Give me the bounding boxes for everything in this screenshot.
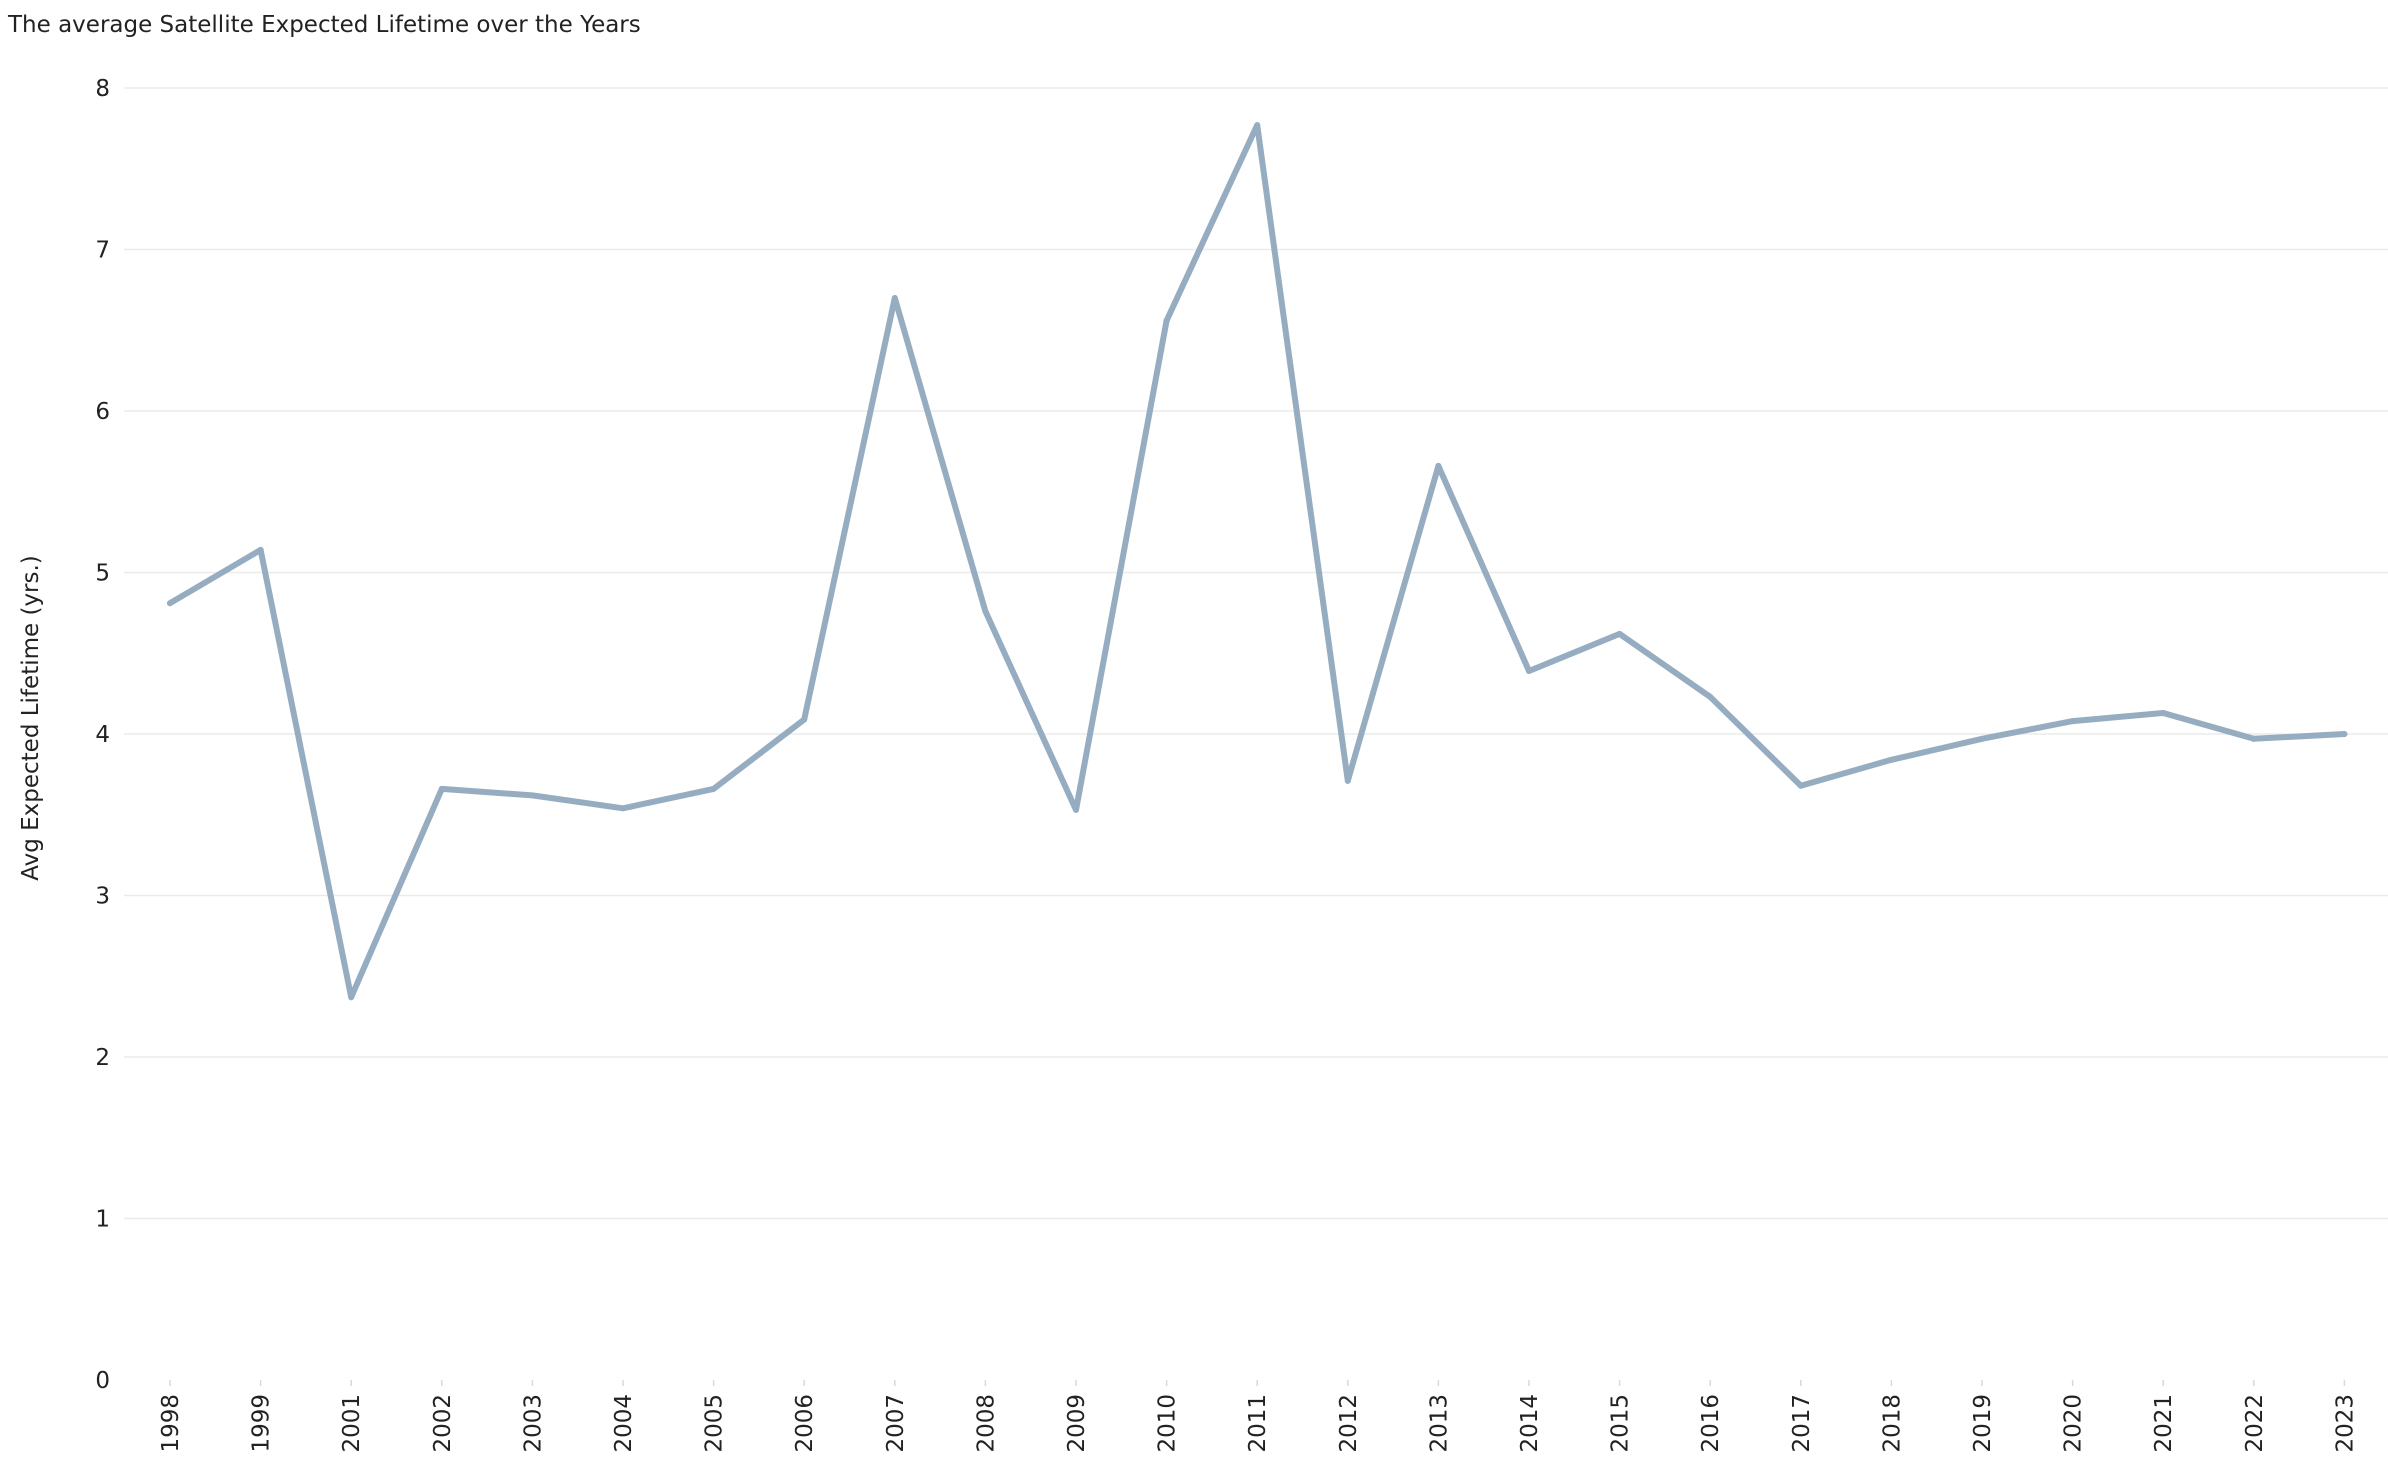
data-point-2015[interactable] bbox=[1616, 630, 1623, 637]
data-point-2003[interactable] bbox=[529, 792, 536, 799]
x-tick-label: 2002 bbox=[430, 1394, 456, 1453]
x-tick-label: 2011 bbox=[1245, 1394, 1271, 1453]
x-tick-label: 2005 bbox=[702, 1394, 728, 1453]
data-point-2022[interactable] bbox=[2250, 735, 2257, 742]
data-point-2014[interactable] bbox=[1526, 668, 1532, 675]
data-point-2018[interactable] bbox=[1888, 756, 1895, 763]
data-point-2007[interactable] bbox=[891, 294, 898, 301]
y-tick-label: 7 bbox=[95, 238, 110, 264]
x-tick-label: 2018 bbox=[1879, 1394, 1905, 1453]
data-point-2010[interactable] bbox=[1163, 317, 1170, 324]
data-point-2020[interactable] bbox=[2069, 718, 2076, 725]
data-point-1998[interactable] bbox=[167, 600, 173, 607]
data-point-1999[interactable] bbox=[257, 546, 264, 553]
y-tick-label: 2 bbox=[95, 1045, 110, 1071]
y-tick-label: 0 bbox=[95, 1368, 110, 1394]
data-point-2005[interactable] bbox=[710, 785, 717, 792]
x-tick-label: 2016 bbox=[1698, 1394, 1724, 1453]
x-tick-label: 2013 bbox=[1426, 1394, 1452, 1453]
data-point-2017[interactable] bbox=[1797, 782, 1804, 789]
x-tick-label: 2008 bbox=[973, 1394, 999, 1453]
x-tick-label: 2012 bbox=[1336, 1394, 1362, 1453]
y-tick-label: 3 bbox=[95, 884, 110, 910]
chart-title: The average Satellite Expected Lifetime … bbox=[8, 12, 641, 38]
x-tick-label: 2004 bbox=[611, 1394, 637, 1453]
y-axis-label: Avg Expected Lifetime (yrs.) bbox=[18, 555, 44, 881]
series-layer bbox=[167, 122, 2348, 1001]
x-tick-label: 2010 bbox=[1155, 1394, 1181, 1453]
x-tick-label: 2014 bbox=[1517, 1394, 1543, 1453]
x-tick-label: 2009 bbox=[1064, 1394, 1090, 1453]
x-tick-label: 2023 bbox=[2332, 1394, 2358, 1453]
x-tick-label: 2017 bbox=[1789, 1394, 1815, 1453]
x-tick-label: 2001 bbox=[339, 1394, 365, 1453]
data-point-2012[interactable] bbox=[1344, 777, 1351, 784]
y-axis: 0 1 2 3 4 5 6 7 8 bbox=[95, 76, 110, 1394]
data-point-2008[interactable] bbox=[982, 608, 989, 615]
y-tick-label: 8 bbox=[95, 76, 110, 102]
x-tick-label: 2020 bbox=[2061, 1394, 2087, 1453]
y-tick-label: 6 bbox=[95, 399, 110, 425]
y-tick-label: 5 bbox=[95, 561, 110, 587]
data-point-2001[interactable] bbox=[348, 994, 355, 1001]
x-tick-label: 1999 bbox=[249, 1394, 275, 1453]
data-point-2002[interactable] bbox=[438, 785, 445, 792]
data-point-2023[interactable] bbox=[2341, 731, 2348, 737]
x-axis: 1998 1999 2001 2002 2003 2004 2005 2006 2007 2008… bbox=[158, 1380, 2358, 1453]
data-point-2006[interactable] bbox=[801, 716, 808, 723]
data-point-2009[interactable] bbox=[1073, 806, 1079, 813]
series-line-0 bbox=[167, 122, 2348, 1001]
y-tick-label: 4 bbox=[95, 722, 110, 748]
x-tick-label: 2022 bbox=[2242, 1394, 2268, 1453]
x-tick-label: 2007 bbox=[883, 1394, 909, 1453]
data-point-2011[interactable] bbox=[1254, 122, 1261, 129]
x-tick-label: 2003 bbox=[520, 1394, 546, 1453]
grid-lines bbox=[124, 87, 2388, 1220]
x-tick-label: 2021 bbox=[2151, 1394, 2177, 1453]
x-tick-label: 2006 bbox=[792, 1394, 818, 1453]
x-tick-label: 2019 bbox=[1970, 1394, 1996, 1453]
data-point-2021[interactable] bbox=[2160, 710, 2167, 717]
data-point-2004[interactable] bbox=[620, 805, 626, 812]
data-point-2013[interactable] bbox=[1435, 462, 1442, 469]
x-tick-label: 2015 bbox=[1608, 1394, 1634, 1453]
data-point-2019[interactable] bbox=[1979, 735, 1985, 742]
data-point-2016[interactable] bbox=[1707, 693, 1714, 700]
y-tick-label: 1 bbox=[95, 1207, 110, 1233]
x-tick-label: 1998 bbox=[158, 1394, 184, 1453]
